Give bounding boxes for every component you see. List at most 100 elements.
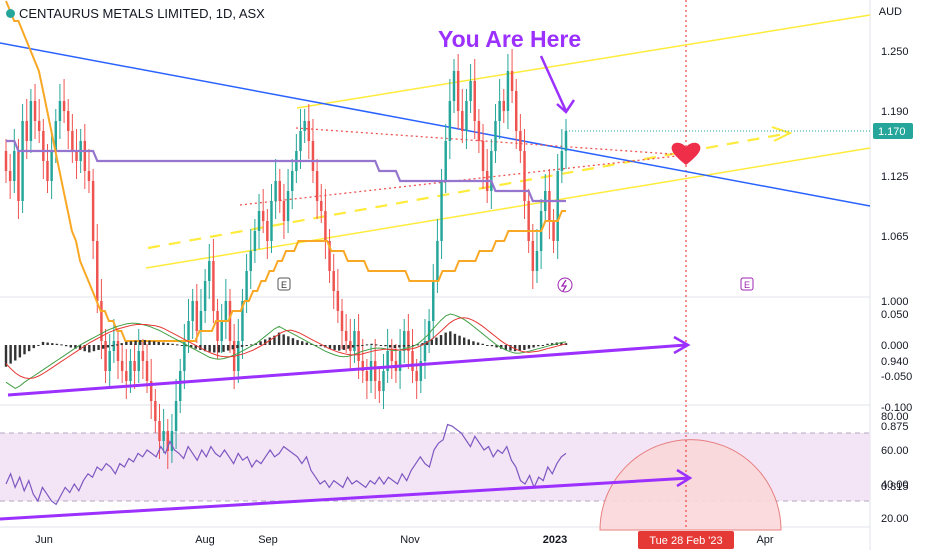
macd-axis-tick: -0.100: [881, 402, 912, 414]
macd-histogram-bar: [69, 345, 72, 348]
macd-histogram-bar: [375, 344, 378, 346]
macd-histogram-bar: [425, 341, 429, 345]
candle-body: [436, 241, 439, 281]
candle-body: [66, 111, 70, 131]
candle-body: [199, 311, 203, 331]
you-are-here-annotation: You Are Here: [438, 26, 582, 52]
candle-body: [535, 251, 539, 271]
candle-body: [315, 171, 319, 201]
candle-body: [104, 341, 107, 371]
candle-body: [527, 201, 530, 241]
macd-histogram-bar: [51, 343, 54, 345]
candle-body: [411, 351, 414, 371]
currency-label: AUD: [878, 6, 902, 18]
macd-histogram-bar: [282, 334, 285, 345]
price-axis-tick: 1.190: [881, 106, 909, 118]
macd-histogram-bar: [296, 340, 299, 345]
macd-histogram-bar: [226, 345, 230, 351]
candle-body: [481, 141, 485, 171]
downtrend-line: [0, 42, 871, 207]
candle-body: [42, 131, 45, 161]
macd-histogram-bar: [129, 341, 133, 345]
candle-body: [328, 241, 331, 271]
macd-axis-tick: 0.050: [881, 309, 909, 321]
macd-histogram-bar: [370, 343, 373, 345]
candle-body: [556, 171, 559, 241]
last-price-tag: 1.170: [873, 123, 913, 139]
macd-histogram-bar: [430, 339, 433, 345]
ma-fast-line: [5, 0, 566, 342]
macd-histogram-bar: [259, 341, 262, 345]
macd-histogram-bar: [55, 343, 59, 345]
candle-body: [228, 301, 232, 341]
candle-body: [340, 311, 344, 331]
candle-body: [195, 301, 199, 331]
macd-histogram-bar: [185, 345, 188, 347]
macd-histogram-bar: [88, 345, 91, 353]
candle-body: [427, 321, 431, 341]
candle-body: [506, 71, 510, 111]
macd-trend-arrow: [673, 335, 691, 355]
candle-body: [170, 431, 174, 451]
macd-histogram-bar: [458, 335, 461, 345]
candle-body: [253, 231, 257, 251]
macd-trend-line: [7, 343, 687, 397]
macd-histogram-bar: [23, 345, 26, 355]
macd-histogram-bar: [523, 345, 526, 350]
rsi-axis-tick: 20.00: [881, 513, 909, 525]
candle-body: [116, 341, 120, 361]
candle-body: [96, 241, 99, 301]
macd-histogram-bar: [356, 345, 359, 347]
candle-body: [50, 151, 53, 181]
macd-histogram-bar: [120, 343, 123, 345]
candle-body: [266, 221, 269, 241]
dividend-lightning-icon: [557, 277, 573, 293]
candle-body: [407, 331, 410, 351]
candle-body: [237, 341, 240, 371]
price-axis-tick: 1.065: [881, 231, 909, 243]
macd-histogram-bar: [379, 345, 383, 346]
candle-body: [21, 121, 24, 201]
signal-line: [5, 317, 567, 380]
macd-histogram-bar: [481, 343, 484, 345]
candle-body: [390, 351, 394, 361]
event-marker-label: E: [744, 280, 750, 290]
candle-body: [386, 351, 389, 371]
candle-body: [278, 181, 282, 201]
candle-body: [490, 151, 493, 191]
candle-body: [183, 341, 186, 371]
candle-body: [133, 361, 136, 371]
macd-histogram-bar: [9, 345, 12, 364]
macd-histogram-bar: [338, 345, 341, 351]
candle-body: [378, 381, 381, 391]
candle-body: [37, 121, 41, 131]
macd-histogram-bar: [527, 345, 531, 349]
macd-axis-tick: -0.050: [881, 371, 912, 383]
macd-histogram-bar: [490, 345, 494, 347]
candle-body: [87, 171, 91, 181]
candle-body: [241, 301, 244, 341]
macd-histogram-bar: [532, 345, 535, 348]
candle-body: [62, 101, 66, 111]
macd-histogram-bar: [37, 345, 40, 346]
candle-body: [25, 121, 28, 141]
candle-body: [502, 101, 506, 111]
macd-histogram-bar: [291, 338, 295, 345]
macd-histogram-bar: [541, 345, 545, 346]
candle-body: [54, 121, 58, 151]
macd-histogram-bar: [74, 345, 77, 349]
macd-histogram-bar: [351, 345, 355, 348]
macd-histogram-bar: [513, 345, 517, 352]
candle-body: [149, 381, 153, 401]
candle-body: [261, 211, 265, 221]
candle-body: [290, 171, 294, 191]
candle-body: [461, 111, 464, 131]
candle-body: [336, 291, 340, 311]
macd-histogram-bar: [402, 345, 406, 347]
candle-body: [440, 181, 443, 241]
candle-body: [71, 131, 74, 151]
macd-histogram-bar: [333, 345, 336, 350]
candle-body: [498, 101, 501, 121]
candle-body: [473, 81, 476, 121]
candle-body: [452, 71, 456, 101]
